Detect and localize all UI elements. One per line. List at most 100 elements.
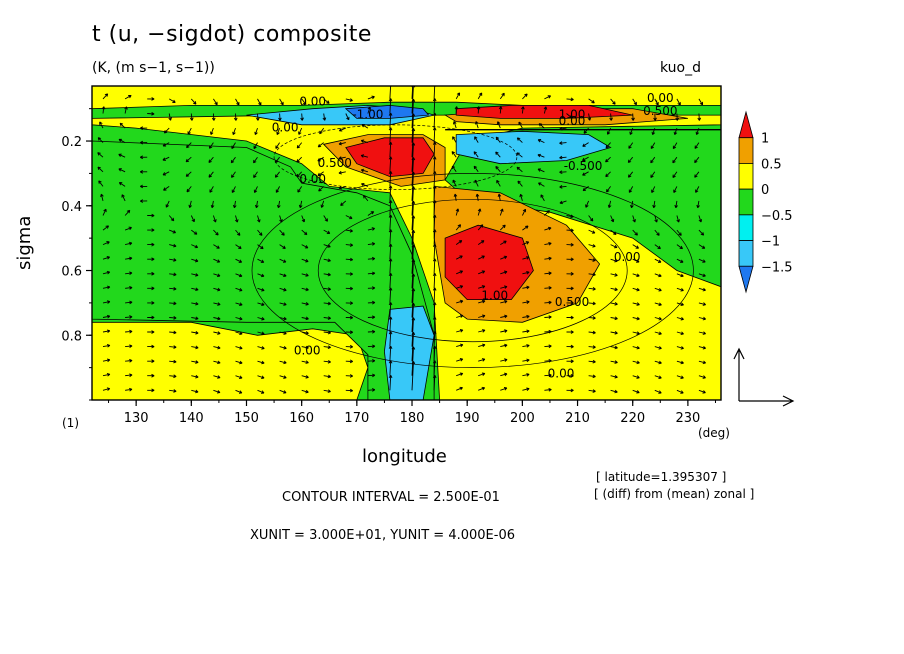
vector-arrow: [213, 316, 221, 321]
vector-arrow: [301, 316, 309, 321]
vector-arrow: [432, 127, 437, 143]
vector-arrow: [190, 98, 197, 105]
vector-arrow: [522, 270, 530, 275]
vector-arrow: [124, 241, 133, 246]
vector-arrow: [213, 98, 218, 106]
vector-arrow: [588, 330, 596, 335]
vector-arrow: [495, 165, 501, 173]
vector-arrow: [654, 346, 662, 350]
vector-arrow: [522, 314, 530, 319]
x-tick-label: 190: [455, 411, 480, 426]
vector-arrow: [694, 142, 700, 149]
vector-arrow: [544, 256, 552, 261]
vector-arrow: [632, 375, 640, 379]
vector-arrow: [233, 113, 238, 121]
vector-arrow: [477, 240, 485, 245]
x-tick-label: 200: [510, 411, 535, 426]
vector-arrow: [147, 388, 155, 393]
vector-arrow: [388, 200, 393, 216]
vector-arrow: [588, 287, 596, 291]
vector-arrow: [279, 302, 287, 306]
vector-arrow: [367, 359, 376, 363]
vector-arrow: [544, 315, 552, 319]
page-marker: (1): [62, 416, 79, 430]
vector-arrow: [588, 301, 596, 306]
vector-arrow: [632, 229, 638, 236]
vector-arrow: [676, 316, 684, 321]
vector-arrow: [500, 314, 508, 319]
vector-arrow: [432, 229, 437, 245]
vector-arrow: [500, 372, 508, 377]
vector-arrow: [363, 194, 369, 202]
vector-arrow: [698, 360, 707, 365]
vector-arrow: [139, 126, 148, 130]
vector-arrow: [147, 228, 155, 232]
vector-arrow: [168, 113, 172, 121]
vector-arrow: [452, 121, 457, 129]
contour-label: 0.00: [299, 94, 326, 108]
vector-arrow: [124, 106, 128, 114]
contour-line-0: [317, 198, 628, 343]
vector-arrow: [698, 229, 705, 236]
x-tick-label: 130: [124, 411, 149, 426]
vector-arrow: [125, 387, 133, 392]
vector-arrow: [147, 242, 155, 247]
vector-arrow: [211, 113, 216, 121]
vector-arrow: [698, 345, 707, 350]
contour-label: 1.00: [559, 107, 586, 121]
vector-arrow: [124, 226, 132, 231]
vector-arrow: [606, 186, 611, 193]
vector-arrow: [301, 244, 309, 249]
vector-arrow: [676, 273, 684, 278]
vector-arrow: [118, 182, 126, 187]
vector-arrow: [257, 302, 265, 306]
vector-arrow: [411, 171, 416, 201]
vector-arrow: [500, 240, 507, 245]
contour-band-0-to-0.5-1: [92, 114, 721, 400]
vector-arrow: [388, 127, 393, 143]
vector-arrow: [125, 329, 133, 334]
vector-arrow: [496, 179, 501, 187]
vector-arrow: [367, 388, 376, 392]
vector-arrow: [147, 373, 155, 378]
vector-arrow: [188, 200, 193, 209]
reference-vector: [733, 347, 795, 407]
vector-arrow: [301, 331, 309, 335]
vector-arrow: [411, 113, 416, 143]
vector-arrow: [610, 287, 618, 292]
vector-arrow: [474, 179, 479, 187]
contour-band-minus1.5-to-minus1-1: [455, 130, 612, 165]
vector-arrow: [478, 285, 486, 289]
vector-arrow: [361, 124, 369, 129]
vector-arrow: [605, 171, 611, 178]
vector-arrow: [367, 300, 376, 305]
vector-arrow: [210, 200, 215, 209]
vector-arrow: [698, 375, 706, 379]
vector-arrow: [452, 136, 457, 143]
vector-arrow: [388, 214, 393, 231]
vector-arrow: [432, 141, 437, 158]
diff-note: [ (diff) from (mean) zonal ]: [594, 487, 755, 501]
vector-arrow: [254, 200, 259, 209]
vector-arrow: [169, 301, 177, 306]
vector-arrow: [500, 299, 508, 304]
x-tick-label: 220: [620, 411, 645, 426]
colorbar-label: −1.5: [761, 260, 793, 275]
vector-arrow: [345, 344, 354, 349]
vector-arrow: [345, 229, 353, 233]
contour-label: 0.00: [559, 114, 586, 128]
vector-arrow: [698, 389, 706, 394]
vector-arrow: [455, 240, 463, 245]
vector-arrow: [235, 360, 243, 365]
vector-arrow: [566, 315, 574, 320]
vector-arrow: [235, 375, 243, 379]
vector-arrow: [610, 331, 618, 335]
vector-arrow: [499, 92, 505, 100]
vector-arrow: [191, 345, 199, 350]
vector-arrow: [630, 200, 634, 209]
vector-arrow: [456, 329, 464, 333]
vector-arrow: [610, 389, 618, 394]
vector-arrow: [559, 155, 567, 160]
vector-arrow: [519, 193, 523, 202]
vector-arrow: [345, 215, 353, 220]
